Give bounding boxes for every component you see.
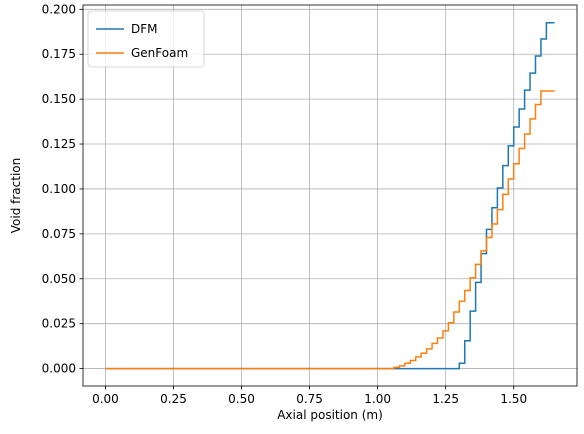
legend-label-dfm: DFM xyxy=(131,22,158,36)
y-tick-label: 0.075 xyxy=(42,227,76,241)
ticks: 0.00 0.25 0.50 0.75 1.00 1.25 1.50 0.000 0.025 0.… xyxy=(42,2,527,406)
y-tick-label: 0.150 xyxy=(42,92,76,106)
series-line-genfoam xyxy=(105,90,555,370)
x-tick-label: 0.00 xyxy=(92,392,119,406)
y-tick-label: 0.100 xyxy=(42,182,76,196)
series-line-dfm xyxy=(105,22,555,370)
x-tick-label: 1.50 xyxy=(500,392,527,406)
y-tick-label: 0.050 xyxy=(42,272,76,286)
x-tick-label: 1.00 xyxy=(364,392,391,406)
legend: DFM GenFoam xyxy=(87,10,205,68)
y-tick-label: 0.000 xyxy=(42,362,76,376)
x-axis-label: Axial position (m) xyxy=(277,408,383,422)
y-axis-label: Void fraction xyxy=(9,158,23,233)
plot-frame xyxy=(82,4,578,387)
y-tick-label: 0.200 xyxy=(42,2,76,16)
x-tick-label: 0.25 xyxy=(160,392,187,406)
y-tick-label: 0.175 xyxy=(42,47,76,61)
x-tick-label: 0.50 xyxy=(228,392,255,406)
x-tick-label: 1.25 xyxy=(432,392,459,406)
legend-label-genfoam: GenFoam xyxy=(131,46,188,60)
plot-area xyxy=(83,5,577,386)
series-lines xyxy=(105,22,555,370)
y-tick-label: 0.025 xyxy=(42,317,76,331)
x-tick-label: 0.75 xyxy=(296,392,323,406)
y-tick-label: 0.125 xyxy=(42,137,76,151)
